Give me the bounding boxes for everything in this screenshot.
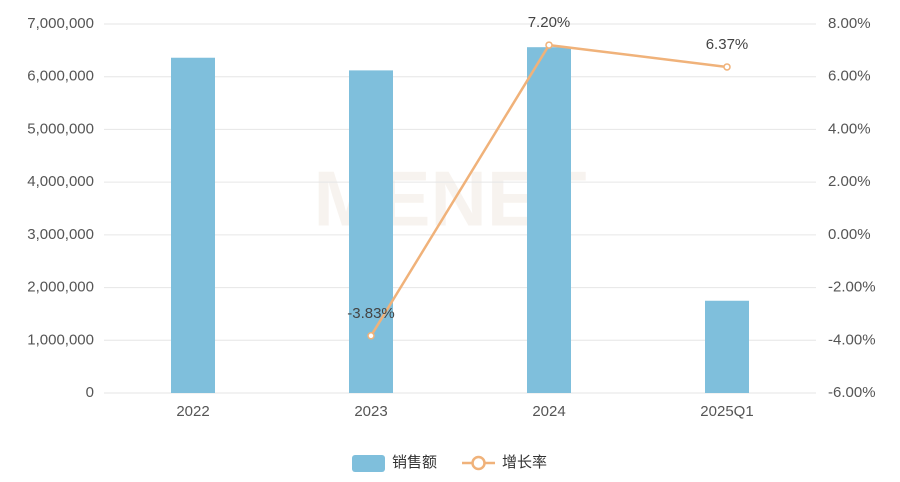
y2-tick-label: 0.00% — [828, 226, 871, 243]
y2-tick-label: 6.00% — [828, 68, 871, 85]
x-tick-label: 2023 — [354, 403, 387, 420]
bar — [349, 70, 393, 393]
x-tick-label: 2022 — [176, 403, 209, 420]
y-tick-label: 5,000,000 — [27, 120, 94, 137]
legend-swatch — [352, 455, 385, 472]
legend-swatch — [471, 455, 486, 471]
line-point — [367, 332, 375, 340]
data-label: -3.83% — [347, 305, 395, 322]
bar — [705, 300, 749, 393]
line-point — [545, 41, 553, 49]
bar — [171, 57, 215, 393]
x-tick-label: 2025Q1 — [700, 403, 753, 420]
y-tick-label: 6,000,000 — [27, 68, 94, 85]
data-label: 7.20% — [528, 14, 571, 31]
y-tick-label: 3,000,000 — [27, 226, 94, 243]
y2-tick-label: -2.00% — [828, 279, 876, 296]
y2-tick-label: 4.00% — [828, 120, 871, 137]
y-tick-label: 7,000,000 — [27, 15, 94, 32]
y-tick-label: 4,000,000 — [27, 173, 94, 190]
legend-label: 增长率 — [502, 454, 547, 471]
y2-tick-label: 2.00% — [828, 173, 871, 190]
line-point — [723, 63, 731, 71]
legend-label: 销售额 — [392, 454, 437, 471]
y-tick-label: 2,000,000 — [27, 279, 94, 296]
y2-tick-label: -6.00% — [828, 384, 876, 401]
y2-tick-label: -4.00% — [828, 331, 876, 348]
y-tick-label: 0 — [86, 384, 94, 401]
y2-tick-label: 8.00% — [828, 15, 871, 32]
data-label: 6.37% — [706, 36, 749, 53]
bar — [527, 47, 571, 394]
x-tick-label: 2024 — [532, 403, 565, 420]
y-tick-label: 1,000,000 — [27, 331, 94, 348]
